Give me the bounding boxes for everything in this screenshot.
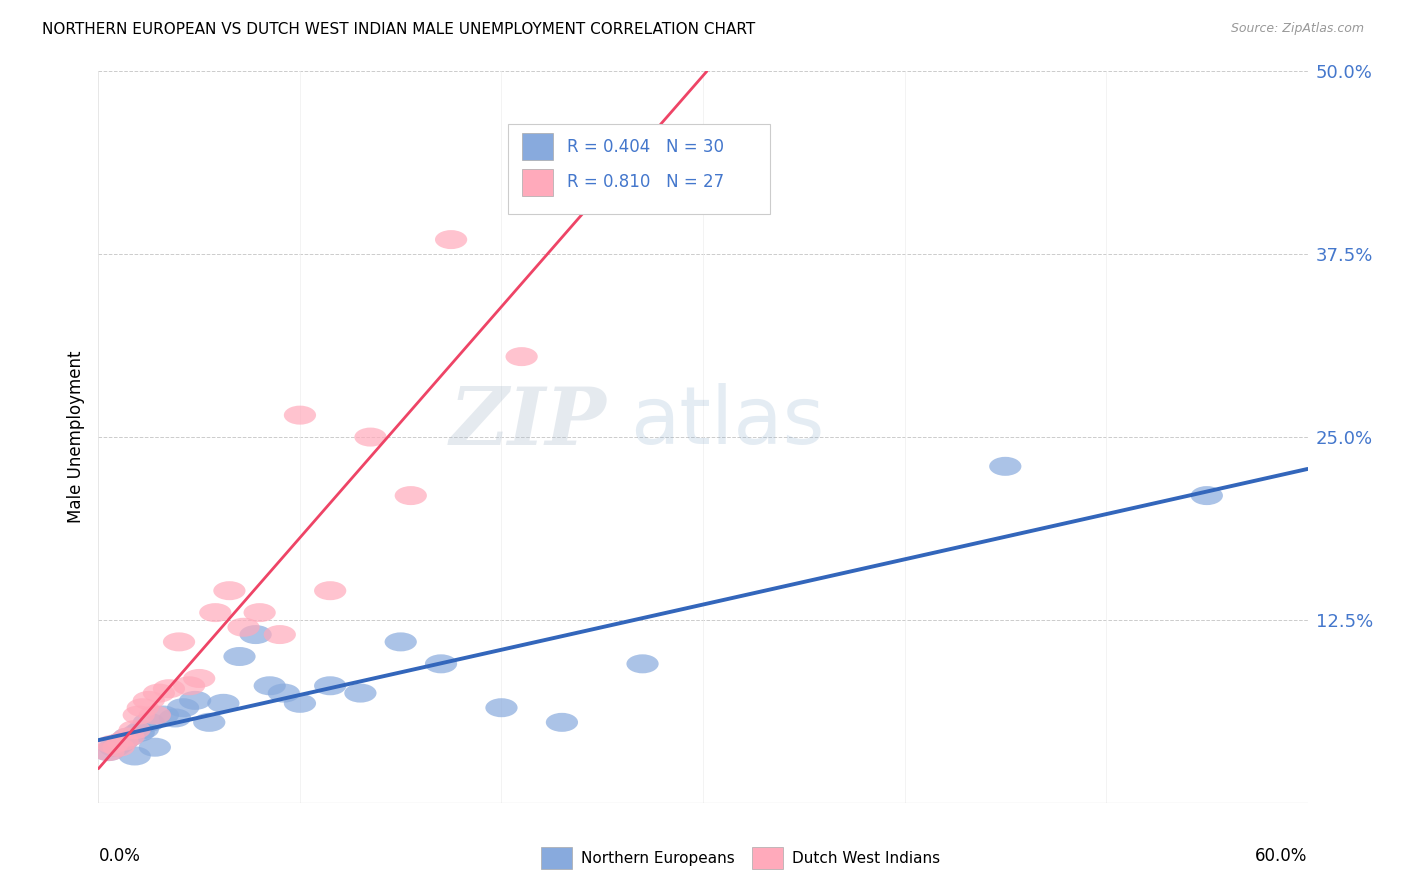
Ellipse shape <box>98 738 131 756</box>
Y-axis label: Male Unemployment: Male Unemployment <box>66 351 84 524</box>
Ellipse shape <box>395 486 427 505</box>
Ellipse shape <box>163 632 195 651</box>
Ellipse shape <box>243 603 276 622</box>
Ellipse shape <box>207 694 239 713</box>
Text: 60.0%: 60.0% <box>1256 847 1308 864</box>
Ellipse shape <box>239 625 271 644</box>
Ellipse shape <box>314 582 346 600</box>
Ellipse shape <box>127 720 159 739</box>
Ellipse shape <box>132 691 165 710</box>
Ellipse shape <box>990 457 1021 475</box>
Ellipse shape <box>112 728 145 747</box>
Text: R = 0.404   N = 30: R = 0.404 N = 30 <box>567 137 724 155</box>
Ellipse shape <box>118 720 150 739</box>
Ellipse shape <box>127 698 159 717</box>
Ellipse shape <box>139 706 172 724</box>
Ellipse shape <box>159 708 191 728</box>
Text: atlas: atlas <box>630 384 825 461</box>
Ellipse shape <box>93 742 125 761</box>
Ellipse shape <box>143 683 174 703</box>
Ellipse shape <box>153 679 186 698</box>
Ellipse shape <box>1191 486 1223 505</box>
Ellipse shape <box>122 706 155 724</box>
Text: Source: ZipAtlas.com: Source: ZipAtlas.com <box>1230 22 1364 36</box>
Ellipse shape <box>253 676 285 695</box>
Ellipse shape <box>264 625 295 644</box>
Ellipse shape <box>146 706 179 724</box>
Ellipse shape <box>314 676 346 695</box>
Text: Dutch West Indians: Dutch West Indians <box>792 851 939 865</box>
Ellipse shape <box>224 647 256 666</box>
Ellipse shape <box>183 669 215 688</box>
Ellipse shape <box>167 698 200 717</box>
Ellipse shape <box>179 691 211 710</box>
Ellipse shape <box>425 655 457 673</box>
Text: ZIP: ZIP <box>450 384 606 461</box>
Ellipse shape <box>354 427 387 447</box>
Ellipse shape <box>344 683 377 703</box>
Ellipse shape <box>546 713 578 731</box>
Ellipse shape <box>132 713 165 731</box>
Ellipse shape <box>122 723 155 742</box>
Text: Northern Europeans: Northern Europeans <box>581 851 734 865</box>
Ellipse shape <box>139 738 172 756</box>
Ellipse shape <box>506 347 537 366</box>
Ellipse shape <box>200 603 232 622</box>
Ellipse shape <box>107 731 139 751</box>
Ellipse shape <box>586 143 619 161</box>
Ellipse shape <box>267 683 299 703</box>
Ellipse shape <box>434 230 467 249</box>
Text: R = 0.810   N = 27: R = 0.810 N = 27 <box>567 173 724 191</box>
Ellipse shape <box>228 618 260 637</box>
Ellipse shape <box>385 632 416 651</box>
Ellipse shape <box>112 728 145 747</box>
Ellipse shape <box>627 655 658 673</box>
Text: 0.0%: 0.0% <box>98 847 141 864</box>
Ellipse shape <box>107 731 139 751</box>
Ellipse shape <box>103 738 135 756</box>
Ellipse shape <box>214 582 246 600</box>
Ellipse shape <box>118 747 150 765</box>
Ellipse shape <box>284 406 316 425</box>
Ellipse shape <box>485 698 517 717</box>
Text: NORTHERN EUROPEAN VS DUTCH WEST INDIAN MALE UNEMPLOYMENT CORRELATION CHART: NORTHERN EUROPEAN VS DUTCH WEST INDIAN M… <box>42 22 755 37</box>
Ellipse shape <box>284 694 316 713</box>
Ellipse shape <box>103 735 135 754</box>
Ellipse shape <box>93 742 125 761</box>
Ellipse shape <box>97 735 129 754</box>
Ellipse shape <box>193 713 225 731</box>
Ellipse shape <box>173 676 205 695</box>
